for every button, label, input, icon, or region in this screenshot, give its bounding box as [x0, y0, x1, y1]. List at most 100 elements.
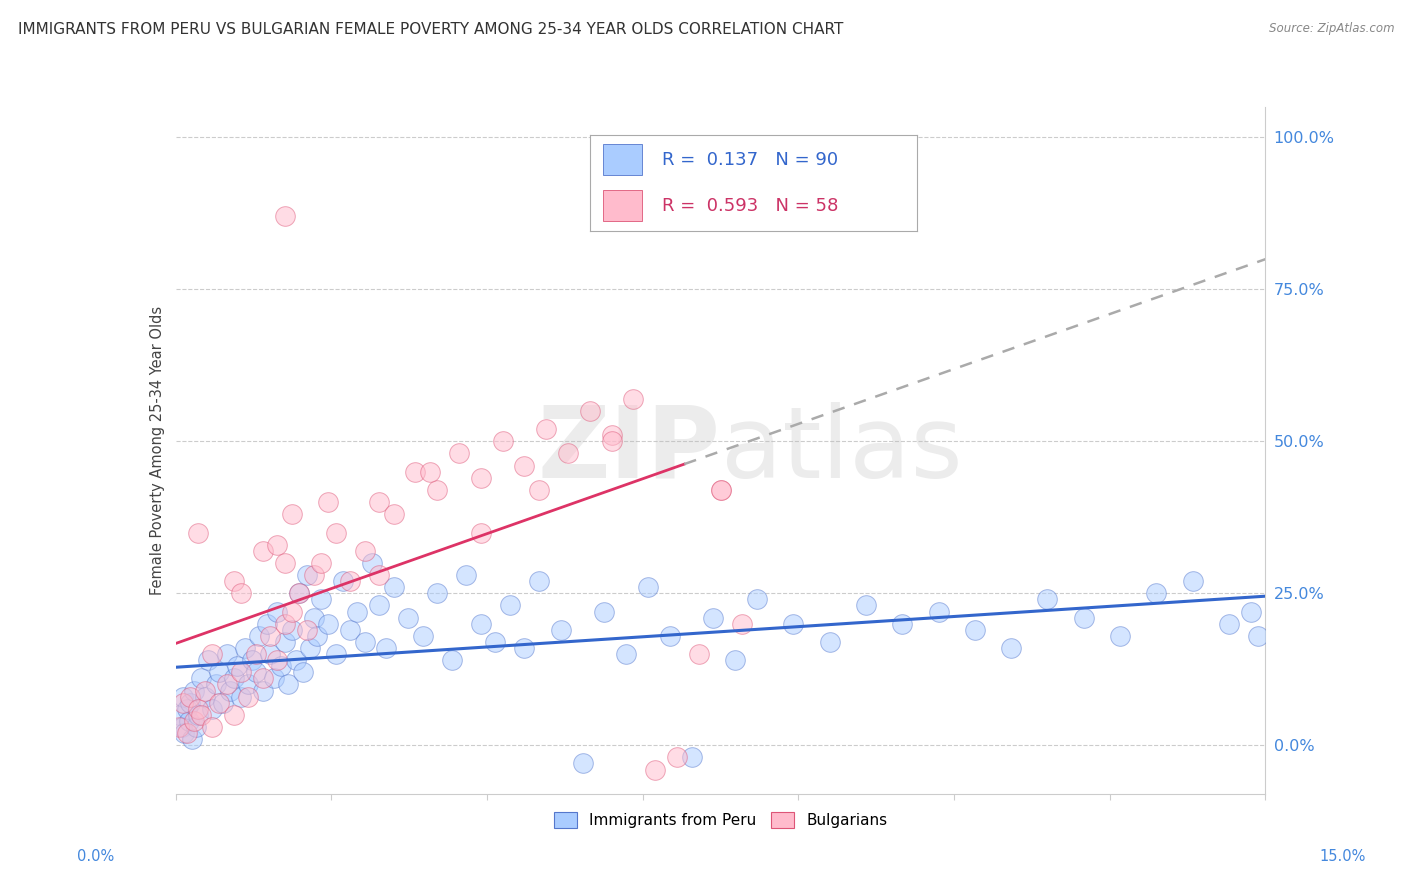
Point [194, 683, 217, 698]
Point [346, 605, 368, 619]
Point [579, 404, 602, 418]
Point [614, 647, 637, 661]
Point [172, 690, 194, 704]
Point [710, 483, 733, 497]
Point [527, 483, 550, 497]
Point [571, 756, 593, 771]
Point [169, 720, 191, 734]
Point [382, 580, 405, 594]
Point [492, 434, 515, 449]
Point [204, 677, 226, 691]
Point [637, 580, 659, 594]
Point [179, 696, 201, 710]
Point [222, 672, 245, 686]
Point [186, 702, 209, 716]
Y-axis label: Female Poverty Among 25-34 Year Olds: Female Poverty Among 25-34 Year Olds [149, 306, 165, 595]
Point [600, 434, 623, 449]
Point [201, 720, 224, 734]
Point [302, 610, 325, 624]
Point [382, 508, 405, 522]
Point [644, 763, 666, 777]
Point [1146, 586, 1168, 600]
Point [274, 556, 297, 570]
Text: 0.0%: 0.0% [77, 849, 114, 864]
Point [238, 677, 260, 691]
Point [621, 392, 644, 406]
Text: R =  0.593   N = 58: R = 0.593 N = 58 [662, 196, 838, 215]
Point [470, 525, 492, 540]
Point [396, 610, 419, 624]
Point [288, 586, 311, 600]
Point [302, 568, 325, 582]
Point [1247, 629, 1270, 643]
Point [215, 677, 238, 691]
Point [1036, 592, 1059, 607]
Point [470, 616, 492, 631]
Point [177, 714, 200, 728]
Point [550, 623, 572, 637]
Point [231, 586, 253, 600]
Point [963, 623, 986, 637]
Point [419, 465, 441, 479]
Point [222, 574, 245, 589]
Point [240, 653, 263, 667]
Point [557, 446, 579, 460]
Point [325, 525, 347, 540]
Point [172, 696, 194, 710]
Point [456, 568, 478, 582]
Point [226, 659, 249, 673]
Point [353, 635, 375, 649]
Point [266, 538, 288, 552]
Point [222, 707, 245, 722]
Point [179, 690, 201, 704]
Point [274, 635, 297, 649]
Point [281, 623, 304, 637]
Point [201, 702, 224, 716]
Point [928, 605, 950, 619]
Point [238, 690, 260, 704]
Point [194, 690, 217, 704]
Point [274, 210, 297, 224]
Point [339, 623, 361, 637]
Point [368, 495, 391, 509]
Point [731, 616, 754, 631]
Point [186, 707, 209, 722]
Point [782, 616, 804, 631]
Point [702, 610, 724, 624]
Point [484, 635, 506, 649]
Point [891, 616, 914, 631]
Point [318, 495, 340, 509]
Point [186, 525, 209, 540]
Point [266, 605, 288, 619]
Point [339, 574, 361, 589]
Point [295, 623, 318, 637]
Point [256, 616, 278, 631]
Point [231, 690, 253, 704]
Point [183, 714, 205, 728]
Point [447, 446, 470, 460]
Point [513, 640, 536, 655]
Point [412, 629, 434, 643]
Point [263, 672, 285, 686]
Point [724, 653, 747, 667]
Point [527, 574, 550, 589]
Point [259, 629, 281, 643]
Point [170, 720, 193, 734]
Point [173, 726, 195, 740]
Point [259, 647, 281, 661]
Point [855, 599, 877, 613]
Point [252, 543, 274, 558]
Point [281, 605, 304, 619]
Point [266, 653, 288, 667]
Point [1000, 640, 1022, 655]
Point [215, 647, 238, 661]
Point [277, 677, 299, 691]
Point [180, 732, 202, 747]
FancyBboxPatch shape [603, 190, 643, 221]
Point [745, 592, 768, 607]
Point [270, 659, 292, 673]
Point [470, 471, 492, 485]
Point [307, 629, 329, 643]
Point [658, 629, 681, 643]
Point [426, 483, 449, 497]
